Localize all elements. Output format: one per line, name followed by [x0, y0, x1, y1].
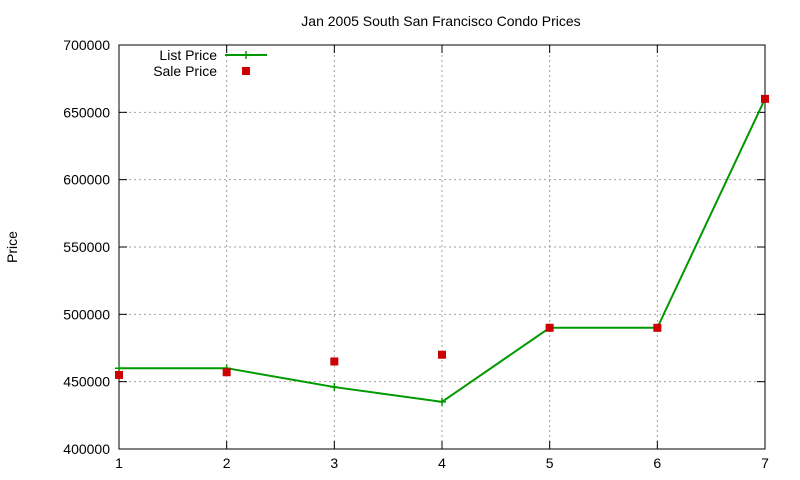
sale-price-point: [330, 357, 339, 366]
sale-price-point: [438, 350, 446, 359]
chart-title: Jan 2005 South San Francisco Condo Price…: [301, 13, 580, 29]
x-tick-label: 3: [330, 455, 338, 471]
x-tick-label: 1: [115, 455, 123, 471]
legend-marker-sale-price: [242, 67, 250, 75]
y-tick-label: 600000: [63, 172, 110, 188]
y-tick-label: 550000: [63, 239, 110, 255]
list-price-point: [115, 364, 123, 373]
list-price-point: [330, 383, 339, 392]
x-tick-label: 6: [653, 455, 661, 471]
x-tick-label: 4: [438, 455, 446, 471]
sale-price-point: [222, 368, 231, 377]
tick-layer: 400000 450000 500000 550000 600000 650000 7000…: [63, 37, 769, 471]
y-tick-label: 650000: [63, 104, 110, 120]
grid-layer: [119, 45, 765, 449]
legend-label-sale-price: Sale Price: [153, 63, 217, 79]
sale-price-point: [761, 94, 769, 103]
legend-label-list-price: List Price: [159, 47, 217, 63]
list-price-point: [438, 397, 446, 406]
y-tick-label: 500000: [63, 306, 110, 322]
x-tick-label: 7: [761, 455, 769, 471]
sale-price-point: [653, 323, 662, 332]
y-axis-label: Price: [4, 231, 20, 263]
plot-frame: [118, 44, 766, 450]
y-tick-label: 400000: [63, 441, 110, 457]
y-tick-label: 700000: [63, 37, 110, 53]
x-tick-label: 5: [546, 455, 554, 471]
sale-price-point: [115, 370, 123, 379]
legend-marker-list-price: [242, 51, 250, 59]
legend: List Price Sale Price: [153, 47, 267, 79]
series-layer: [115, 94, 769, 406]
sale-price-point: [545, 323, 554, 332]
y-tick-label: 450000: [63, 374, 110, 390]
x-tick-label: 2: [223, 455, 231, 471]
